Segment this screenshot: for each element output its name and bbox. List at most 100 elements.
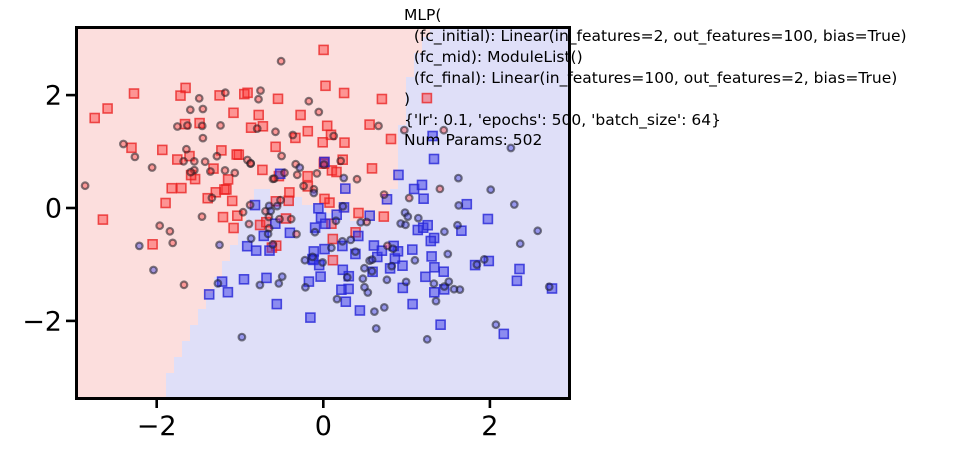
- train-class1-point: [438, 266, 450, 278]
- test-class1-point: [351, 247, 360, 257]
- test-class0-point: [216, 120, 225, 130]
- y-tick-label: 0: [45, 194, 62, 225]
- test-class1-point: [356, 217, 366, 227]
- test-class1-point: [533, 226, 543, 236]
- train-class1-point: [203, 289, 215, 300]
- test-class0-point: [179, 280, 189, 290]
- train-class1-point: [337, 240, 348, 252]
- test-class0-point: [292, 170, 302, 180]
- train-class0-point: [331, 166, 342, 178]
- test-class1-point: [388, 244, 398, 254]
- x-tick-label: 0: [315, 411, 332, 442]
- model-summary-line: (fc_final): Linear(in_features=100, out_…: [404, 68, 898, 87]
- test-class1-point: [453, 220, 462, 230]
- train-class1-point: [241, 240, 253, 252]
- train-class1-point: [354, 305, 366, 316]
- train-class0-point: [166, 182, 177, 194]
- train-class0-point: [376, 93, 388, 105]
- train-class0-point: [421, 92, 433, 104]
- test-class1-point: [379, 303, 389, 312]
- train-class0-point: [219, 184, 230, 195]
- test-class1-point: [338, 236, 347, 246]
- test-class0-point: [130, 152, 140, 162]
- test-class1-point: [544, 282, 554, 292]
- test-class1-point: [479, 255, 489, 264]
- train-class1-point: [339, 183, 351, 194]
- test-class1-point: [506, 143, 516, 153]
- test-class0-point: [244, 219, 254, 229]
- test-class0-point: [198, 133, 208, 143]
- test-class1-point: [332, 294, 342, 304]
- train-class0-point: [319, 193, 330, 205]
- train-class1-point: [397, 260, 408, 272]
- test-class0-point: [271, 127, 280, 137]
- train-class1-point: [428, 153, 440, 165]
- model-summary-line: (fc_mid): ModuleList(): [404, 47, 583, 66]
- train-class0-point: [216, 145, 227, 156]
- test-class1-point: [360, 282, 369, 292]
- test-class0-point: [379, 190, 389, 200]
- train-class0-point: [272, 93, 284, 105]
- model-summary-line: (fc_initial): Linear(in_features=2, out_…: [404, 26, 907, 45]
- test-class1-point: [266, 206, 276, 216]
- train-class0-point: [228, 107, 239, 119]
- test-class0-point: [179, 156, 189, 166]
- train-class0-point: [89, 112, 100, 124]
- train-class1-point: [337, 264, 349, 276]
- test-class0-point: [198, 104, 208, 114]
- train-class0-point: [253, 109, 264, 121]
- test-class1-point: [449, 284, 459, 294]
- model-summary-text: MLP( (fc_initial): Linear(in_features=2,…: [404, 5, 907, 151]
- train-class1-point: [238, 273, 250, 285]
- train-class1-point: [376, 245, 388, 256]
- test-class1-point: [403, 212, 413, 222]
- test-class0-point: [181, 144, 191, 154]
- test-class1-point: [272, 201, 282, 211]
- train-class0-point: [231, 149, 242, 160]
- test-class1-point: [367, 266, 377, 276]
- test-class0-point: [374, 121, 383, 131]
- train-class0-point: [160, 197, 171, 209]
- train-class0-point: [157, 144, 168, 156]
- train-class0-point: [302, 170, 313, 182]
- test-class0-point: [329, 131, 339, 141]
- test-class1-point: [318, 258, 328, 267]
- test-class0-point: [245, 200, 255, 210]
- test-class0-point: [147, 163, 157, 172]
- test-class0-point: [118, 139, 128, 149]
- test-class0-point: [230, 168, 240, 178]
- test-class0-point: [439, 125, 449, 135]
- test-class0-point: [399, 125, 409, 135]
- test-class1-point: [401, 277, 411, 287]
- test-class1-point: [371, 324, 381, 333]
- test-class0-point: [185, 105, 195, 115]
- train-class0-point: [327, 233, 339, 245]
- test-class0-point: [183, 121, 192, 130]
- train-class0-point: [321, 120, 333, 132]
- test-class0-point: [286, 214, 296, 224]
- test-class1-point: [440, 227, 449, 237]
- test-class0-point: [336, 156, 346, 166]
- model-summary-line: ): [404, 89, 411, 108]
- train-class1-point: [435, 319, 446, 331]
- scatter-series-test-class0: [80, 56, 449, 290]
- test-class1-point: [268, 239, 278, 249]
- test-class1-point: [443, 249, 453, 259]
- test-class0-point: [165, 226, 175, 236]
- test-class1-point: [387, 261, 397, 271]
- model-summary-line: Num Params: 502: [404, 131, 543, 150]
- x-tick-label: −2: [137, 411, 177, 442]
- train-class1-point: [482, 213, 494, 225]
- test-class0-point: [220, 165, 230, 175]
- test-class0-point: [352, 174, 362, 184]
- test-class1-point: [338, 201, 348, 211]
- test-class1-point: [331, 216, 341, 226]
- test-class1-point: [346, 235, 356, 245]
- test-class0-point: [189, 156, 199, 166]
- test-class1-point: [401, 220, 410, 230]
- test-class0-point: [256, 86, 265, 95]
- train-class0-point: [364, 119, 375, 130]
- train-class0-point: [254, 219, 266, 231]
- test-class1-point: [491, 320, 501, 330]
